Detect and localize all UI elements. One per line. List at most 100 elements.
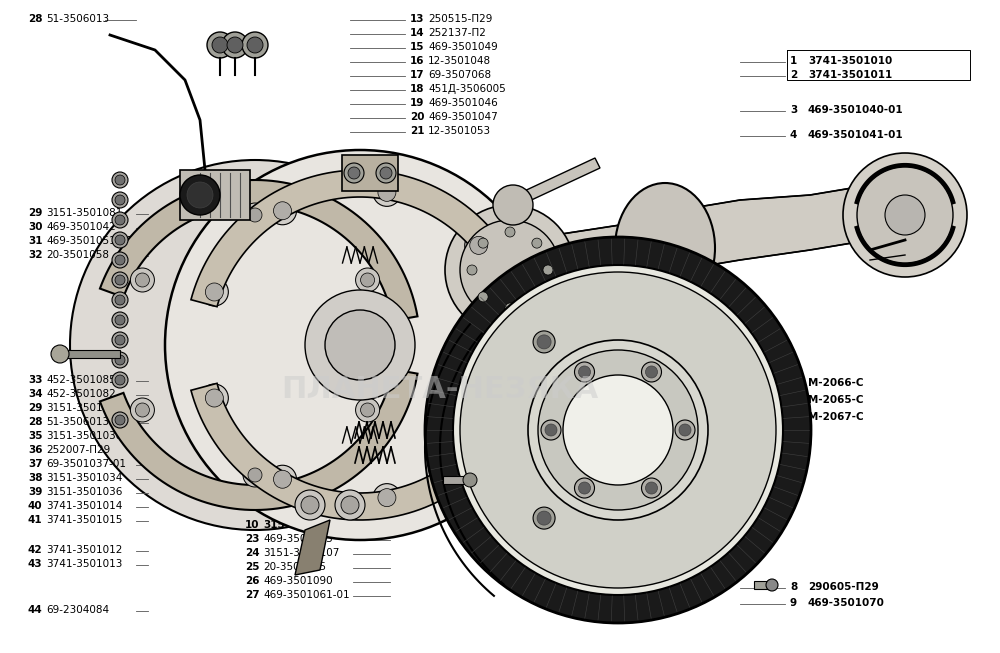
Text: 3741-3501013: 3741-3501013 bbox=[46, 559, 122, 569]
Circle shape bbox=[578, 482, 590, 494]
Text: 10: 10 bbox=[510, 328, 524, 338]
Circle shape bbox=[268, 197, 296, 225]
Text: 25: 25 bbox=[245, 562, 260, 572]
Text: 32: 32 bbox=[28, 250, 42, 260]
Circle shape bbox=[341, 496, 359, 514]
Polygon shape bbox=[505, 158, 600, 210]
Text: 16: 16 bbox=[410, 56, 424, 66]
Circle shape bbox=[222, 32, 248, 58]
Circle shape bbox=[470, 436, 488, 454]
Circle shape bbox=[112, 212, 128, 228]
Circle shape bbox=[112, 412, 128, 428]
Text: 3151-3501038: 3151-3501038 bbox=[46, 431, 122, 441]
Circle shape bbox=[115, 315, 125, 325]
Text: 11: 11 bbox=[510, 342, 524, 352]
Text: 31: 31 bbox=[28, 236, 42, 246]
Text: 250515-П29: 250515-П29 bbox=[428, 14, 492, 24]
Circle shape bbox=[378, 488, 396, 507]
Circle shape bbox=[274, 470, 292, 488]
Text: 469-3501042: 469-3501042 bbox=[46, 222, 116, 232]
Circle shape bbox=[273, 202, 291, 220]
Circle shape bbox=[115, 355, 125, 365]
Polygon shape bbox=[443, 476, 470, 484]
Text: 3151-3501107: 3151-3501107 bbox=[263, 548, 339, 558]
Text: 9: 9 bbox=[790, 598, 797, 608]
Circle shape bbox=[679, 424, 691, 436]
Polygon shape bbox=[342, 155, 398, 191]
Text: 451Д-3506005: 451Д-3506005 bbox=[428, 84, 506, 94]
Circle shape bbox=[325, 310, 395, 380]
Text: 44: 44 bbox=[28, 605, 43, 615]
Text: 2: 2 bbox=[790, 70, 797, 80]
Text: 17: 17 bbox=[410, 70, 425, 80]
Polygon shape bbox=[510, 185, 920, 295]
Circle shape bbox=[112, 372, 128, 388]
Text: 469-3501095: 469-3501095 bbox=[263, 534, 333, 544]
Circle shape bbox=[478, 238, 488, 248]
Text: 3151-3501036: 3151-3501036 bbox=[46, 487, 122, 497]
Text: 69-3501037-01: 69-3501037-01 bbox=[46, 459, 126, 469]
Text: 26: 26 bbox=[245, 576, 260, 586]
Text: 3151-3501028: 3151-3501028 bbox=[528, 342, 612, 352]
Circle shape bbox=[295, 490, 325, 520]
Circle shape bbox=[248, 468, 262, 482]
Text: 452-3501085: 452-3501085 bbox=[46, 375, 116, 385]
Circle shape bbox=[112, 172, 128, 188]
Circle shape bbox=[545, 424, 557, 436]
Text: 21: 21 bbox=[410, 126, 424, 136]
Text: 3741-3501011: 3741-3501011 bbox=[808, 70, 892, 80]
Text: 36: 36 bbox=[28, 445, 42, 455]
Text: 29: 29 bbox=[28, 403, 42, 413]
Text: 28: 28 bbox=[28, 14, 42, 24]
Circle shape bbox=[533, 507, 555, 529]
Circle shape bbox=[574, 362, 594, 382]
Circle shape bbox=[885, 195, 925, 235]
Circle shape bbox=[112, 232, 128, 248]
Text: 469-3501047: 469-3501047 bbox=[428, 112, 498, 122]
Text: 13: 13 bbox=[410, 14, 424, 24]
Text: 19: 19 bbox=[410, 98, 424, 108]
Text: М-2066-С: М-2066-С bbox=[808, 378, 864, 388]
Text: 14: 14 bbox=[410, 28, 425, 38]
Text: 12-3501053: 12-3501053 bbox=[428, 126, 491, 136]
Circle shape bbox=[361, 273, 375, 287]
Circle shape bbox=[130, 268, 154, 292]
Text: 43: 43 bbox=[28, 559, 43, 569]
Text: 28: 28 bbox=[28, 417, 42, 427]
Text: 33: 33 bbox=[28, 375, 42, 385]
Circle shape bbox=[460, 272, 776, 588]
Circle shape bbox=[538, 350, 698, 510]
Circle shape bbox=[463, 473, 477, 487]
Circle shape bbox=[344, 163, 364, 183]
Circle shape bbox=[467, 265, 477, 275]
Circle shape bbox=[445, 205, 575, 335]
Text: 469-3501051-01: 469-3501051-01 bbox=[46, 236, 133, 246]
Text: 3151-3501081: 3151-3501081 bbox=[46, 403, 122, 413]
Text: 469-3501049: 469-3501049 bbox=[428, 42, 498, 52]
Circle shape bbox=[376, 163, 396, 183]
Text: М-2067-С: М-2067-С bbox=[808, 412, 864, 422]
Text: 22: 22 bbox=[245, 470, 260, 480]
Text: 29: 29 bbox=[28, 208, 42, 218]
Polygon shape bbox=[180, 170, 250, 220]
Circle shape bbox=[675, 420, 695, 440]
Text: 3151-3501068: 3151-3501068 bbox=[528, 328, 612, 338]
Circle shape bbox=[115, 335, 125, 345]
Text: 41: 41 bbox=[28, 515, 43, 525]
Circle shape bbox=[200, 278, 228, 306]
Circle shape bbox=[115, 215, 125, 225]
Circle shape bbox=[301, 496, 319, 514]
Circle shape bbox=[541, 420, 561, 440]
Text: 4: 4 bbox=[790, 130, 797, 140]
Text: 3151-3501034: 3151-3501034 bbox=[46, 473, 122, 483]
Circle shape bbox=[543, 265, 553, 275]
Text: 3741-3501012: 3741-3501012 bbox=[46, 545, 122, 555]
Circle shape bbox=[200, 384, 228, 412]
Circle shape bbox=[205, 295, 305, 395]
Circle shape bbox=[70, 160, 440, 530]
Circle shape bbox=[646, 366, 658, 378]
Circle shape bbox=[335, 490, 365, 520]
Circle shape bbox=[506, 336, 524, 354]
Text: 469-3501070: 469-3501070 bbox=[808, 598, 885, 608]
Circle shape bbox=[243, 463, 267, 487]
